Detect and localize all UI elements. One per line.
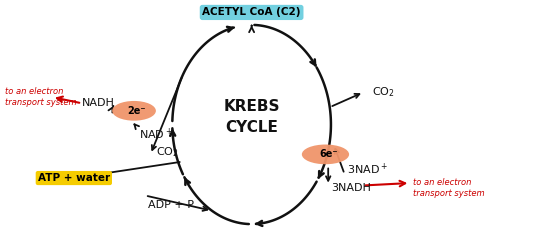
Text: to an electron
transport system: to an electron transport system — [5, 87, 77, 107]
Ellipse shape — [302, 144, 349, 164]
Text: NADH: NADH — [82, 98, 115, 108]
Text: KREBS
CYCLE: KREBS CYCLE — [223, 99, 280, 135]
Text: ACETYL CoA (C2): ACETYL CoA (C2) — [202, 7, 301, 17]
Text: 3NAD$^+$: 3NAD$^+$ — [347, 162, 388, 177]
Ellipse shape — [112, 101, 156, 121]
Text: 3NADH: 3NADH — [331, 183, 371, 193]
Text: to an electron
transport system: to an electron transport system — [413, 178, 485, 198]
Text: ATP + water: ATP + water — [38, 173, 110, 183]
Text: ADP + P: ADP + P — [148, 200, 194, 210]
Text: CO$_2$: CO$_2$ — [156, 145, 179, 159]
Text: 2e⁻: 2e⁻ — [127, 106, 146, 116]
Text: NAD$^+$: NAD$^+$ — [139, 127, 173, 142]
Text: 6e⁻: 6e⁻ — [319, 149, 337, 159]
Text: CO$_2$: CO$_2$ — [372, 85, 395, 99]
